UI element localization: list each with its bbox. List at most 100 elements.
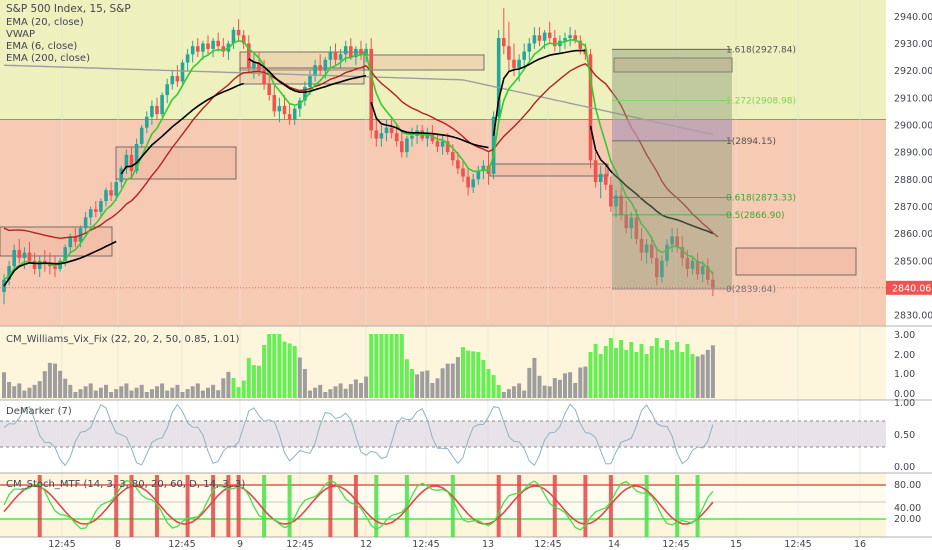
vix-bar xyxy=(241,380,246,398)
stoch-panel-label: CM_Stoch_MTF (14, 3, 3, 80, 20, 60, D, 1… xyxy=(6,479,245,490)
candle-body xyxy=(496,38,501,117)
last-price-text: 2840.06 xyxy=(892,283,931,294)
vwap-line xyxy=(248,58,367,94)
candle-body xyxy=(573,35,577,41)
candle-body xyxy=(63,247,67,261)
candle-body xyxy=(88,209,93,218)
candle-body xyxy=(542,32,547,41)
vix-tick-label: 0.00 xyxy=(894,389,915,400)
vix-bar xyxy=(700,354,705,398)
candle-body xyxy=(287,114,292,120)
candle-body xyxy=(481,165,486,172)
vix-bar xyxy=(124,383,129,398)
candle-body xyxy=(512,59,516,68)
vix-bar xyxy=(634,352,639,398)
candle-body xyxy=(614,195,618,207)
candle-body xyxy=(563,38,567,41)
candle-body xyxy=(114,182,118,196)
candle-body xyxy=(303,86,307,101)
x-tick-label: 12:45 xyxy=(784,539,811,550)
candle-body xyxy=(338,54,343,60)
vix-bar xyxy=(466,350,471,398)
candle-body xyxy=(425,133,430,139)
candle-body xyxy=(685,258,690,269)
vix-bar xyxy=(7,381,12,398)
candle-body xyxy=(700,266,705,275)
stoch-signal-bar xyxy=(185,475,190,537)
candle-body xyxy=(277,105,282,112)
vix-bar xyxy=(450,363,455,398)
candle-body xyxy=(400,141,404,153)
candle-body xyxy=(119,168,124,183)
vwap-line xyxy=(3,240,117,287)
y-tick-label: 2930.00 xyxy=(894,39,932,50)
vix-bar xyxy=(262,344,267,398)
fib-range-box xyxy=(612,49,732,288)
candle-body xyxy=(364,48,368,55)
candle-body xyxy=(349,46,353,58)
vix-bar xyxy=(88,383,93,398)
vix-bar xyxy=(598,354,603,398)
vix-bar xyxy=(12,386,17,398)
candle-body xyxy=(94,209,98,212)
stoch-k-line xyxy=(3,479,714,531)
candle-body xyxy=(711,279,715,288)
vix-tick-label: 2.00 xyxy=(894,350,915,361)
vix-bar xyxy=(318,384,323,398)
vix-tick-label: 1.00 xyxy=(894,369,915,380)
candle-body xyxy=(252,62,256,68)
candle-body xyxy=(537,35,542,41)
vwap-line xyxy=(370,102,489,149)
candle-body xyxy=(695,260,700,275)
candle-body xyxy=(247,43,251,68)
vix-bar xyxy=(348,384,353,398)
vix-bar xyxy=(78,389,83,398)
candle-body xyxy=(27,252,32,261)
vix-bar xyxy=(42,371,47,398)
candle-body xyxy=(53,266,57,269)
candle-body xyxy=(190,46,195,55)
candle-body xyxy=(328,51,333,60)
candle-body xyxy=(216,40,220,47)
vix-bar xyxy=(603,346,608,398)
candle-body xyxy=(706,266,710,280)
demarker-tick-label: 0.00 xyxy=(894,462,915,473)
y-tick-label: 2900.00 xyxy=(894,120,932,131)
vix-bar xyxy=(190,386,195,398)
vix-bar xyxy=(619,340,624,398)
x-tick-label: 12:45 xyxy=(286,539,313,550)
vix-bar xyxy=(47,362,52,398)
candle-body xyxy=(48,263,52,267)
vix-bar xyxy=(165,390,170,398)
candle-body xyxy=(476,171,481,180)
candle-body xyxy=(675,236,679,248)
vix-bar xyxy=(302,369,307,398)
candle-body xyxy=(68,236,73,248)
y-tick-label: 2830.00 xyxy=(894,311,932,322)
fib-level-label: 1.272(2908.98) xyxy=(726,97,796,107)
candle-body xyxy=(604,173,608,185)
x-tick-label: 9 xyxy=(237,539,243,550)
candle-body xyxy=(124,154,129,169)
candle-body xyxy=(670,236,674,245)
vix-bar xyxy=(206,387,210,398)
stoch-signal-bar xyxy=(114,475,119,537)
y-tick-label: 2880.00 xyxy=(894,175,932,186)
candle-body xyxy=(201,43,205,52)
candle-body xyxy=(609,184,613,207)
demarker-tick-label: 0.50 xyxy=(894,430,915,441)
vix-bar xyxy=(129,390,134,398)
vix-bar xyxy=(369,334,374,398)
y-tick-label: 2910.00 xyxy=(894,93,932,104)
vix-bar xyxy=(588,352,593,398)
vix-bar xyxy=(195,383,200,398)
vix-bar xyxy=(608,338,613,398)
vix-bar xyxy=(119,386,124,398)
vix-bar xyxy=(644,354,649,398)
vix-bar xyxy=(690,354,695,398)
candle-body xyxy=(389,127,394,134)
vix-bar xyxy=(98,387,103,398)
vix-bar xyxy=(53,363,57,398)
